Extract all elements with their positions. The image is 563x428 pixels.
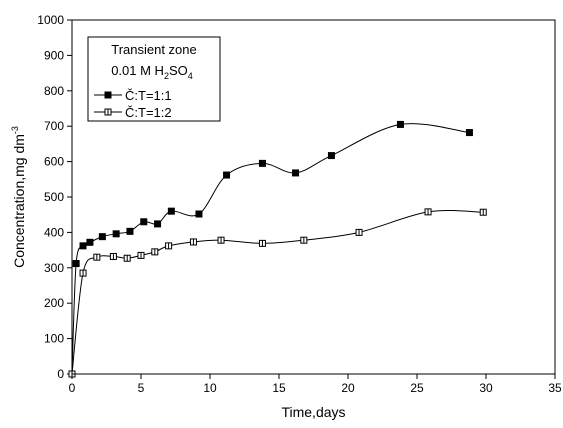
data-point-series-2 (165, 242, 173, 250)
x-tick-label: 35 (548, 381, 562, 395)
data-point-series-1 (396, 120, 404, 128)
legend-entry: Č:T=1:2 (94, 105, 172, 120)
y-tick-label: 200 (44, 296, 64, 310)
data-point-series-2 (137, 251, 145, 259)
x-tick-label: 25 (410, 381, 424, 395)
data-point-series-1 (327, 152, 335, 160)
data-point-series-2 (424, 208, 432, 216)
data-point-series-2 (109, 252, 117, 260)
y-tick-label: 100 (44, 332, 64, 346)
y-tick-label: 300 (44, 261, 64, 275)
data-point-series-1 (72, 260, 80, 268)
legend-box (87, 36, 221, 122)
y-axis-title: Concentration,mg dm-3 (10, 126, 27, 268)
data-point-series-2 (151, 248, 159, 256)
data-point-series-2 (189, 238, 197, 246)
data-point-series-2 (123, 254, 131, 262)
data-point-series-1 (140, 218, 148, 226)
x-tick-label: 0 (69, 381, 76, 395)
data-point-series-1 (292, 169, 300, 177)
x-tick-label: 5 (138, 381, 145, 395)
data-point-series-1 (223, 171, 231, 179)
data-point-series-1 (258, 159, 266, 167)
data-point-series-2 (355, 228, 363, 236)
fit-curves (71, 123, 484, 375)
data-point-series-1 (79, 242, 87, 250)
data-point-series-1 (154, 220, 162, 228)
y-tick-label: 400 (44, 225, 64, 239)
y-tick-label: 0 (57, 367, 64, 381)
data-point-series-1 (195, 210, 203, 218)
data-point-series-1 (86, 238, 94, 246)
plot-frame (71, 19, 556, 375)
x-tick-label: 30 (479, 381, 493, 395)
fit-curve-series-2 (71, 210, 484, 375)
x-axis-title: Time,days (281, 404, 345, 420)
x-tick-label: 10 (203, 381, 217, 395)
legend-marker (104, 91, 112, 99)
data-point-series-1 (98, 233, 106, 241)
legend-subtitle: 0.01 M H2SO4 (111, 63, 193, 81)
data-point-series-2 (79, 269, 87, 277)
data-point-series-1 (167, 207, 175, 215)
y-tick-label: 900 (44, 48, 64, 62)
data-point-series-2 (258, 239, 266, 247)
y-tick-label: 600 (44, 155, 64, 169)
legend-label: Č:T=1:1 (125, 88, 172, 103)
axis-ticks: 0 5 10 15 20 25 30 35 0 100 200 300 400 500 600 700 800 9… (37, 13, 562, 395)
data-point-series-2 (479, 208, 487, 216)
data-point-series-2 (300, 236, 308, 244)
fit-curve-series-1 (71, 123, 470, 375)
data-point-series-2 (93, 253, 101, 261)
legend-entry: Č:T=1:1 (94, 88, 172, 103)
y-tick-label: 700 (44, 119, 64, 133)
legend-title: Transient zone (111, 42, 197, 57)
data-point-series-1 (465, 129, 473, 137)
x-tick-label: 15 (272, 381, 286, 395)
y-tick-label: 500 (44, 190, 64, 204)
y-tick-label: 800 (44, 84, 64, 98)
y-tick-label: 1000 (37, 13, 64, 27)
data-point-series-2 (217, 236, 225, 244)
data-markers (68, 120, 487, 378)
legend-marker (104, 108, 112, 116)
x-tick-label: 20 (341, 381, 355, 395)
data-point-series-1 (112, 230, 120, 238)
data-point-series-1 (126, 227, 134, 235)
legend-label: Č:T=1:2 (125, 105, 172, 120)
legend: Transient zone 0.01 M H2SO4 Č:T=1:1 Č:T=1… (87, 36, 221, 122)
